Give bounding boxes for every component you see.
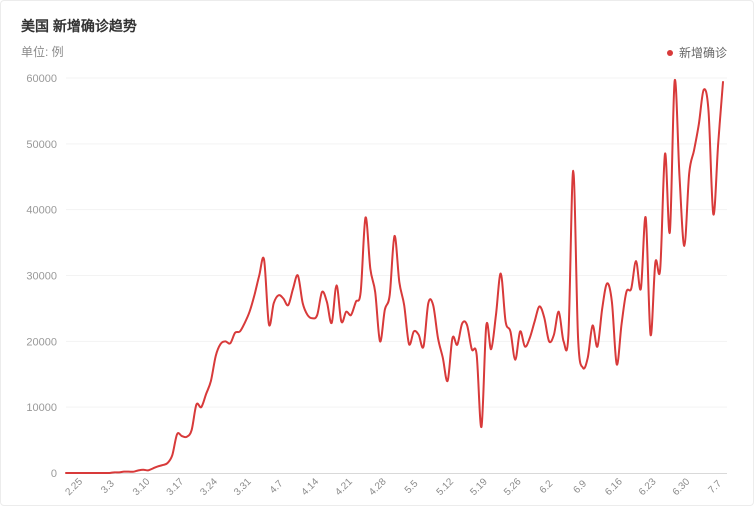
- x-tick-label: 6.23: [637, 476, 659, 498]
- y-tick-label: 30000: [26, 271, 57, 283]
- x-tick-label: 3.3: [99, 478, 117, 496]
- x-tick-label: 2.25: [63, 476, 85, 498]
- x-tick-label: 6.30: [671, 476, 693, 498]
- y-tick-label: 10000: [26, 402, 57, 414]
- legend[interactable]: 新增确诊: [666, 44, 727, 61]
- x-tick-label: 5.5: [403, 478, 421, 496]
- x-tick-label: 4.28: [367, 476, 389, 498]
- y-tick-label: 50000: [26, 139, 57, 151]
- x-tick-label: 3.31: [232, 476, 254, 498]
- x-tick-label: 4.21: [333, 476, 355, 498]
- x-tick-label: 6.2: [538, 478, 556, 496]
- series-line-新增确诊[interactable]: [65, 79, 724, 475]
- chart-title: 美国 新增确诊趋势: [21, 18, 137, 34]
- x-tick-label: 5.26: [502, 476, 524, 498]
- legend-marker-icon: [666, 49, 673, 56]
- x-tick-label: 3.17: [165, 476, 187, 498]
- x-tick-label: 3.10: [131, 476, 153, 498]
- x-tick-label: 6.16: [603, 476, 625, 498]
- y-tick-label: 60000: [26, 73, 57, 85]
- x-tick-label: 7.7: [706, 478, 724, 496]
- x-tick-label: 4.7: [268, 478, 286, 496]
- legend-label: 新增确诊: [678, 46, 727, 60]
- x-tick-label: 4.14: [300, 476, 322, 498]
- unit-label: 单位: 例: [21, 45, 64, 59]
- x-tick-label: 3.24: [198, 476, 220, 498]
- x-tick-label: 5.19: [468, 476, 490, 498]
- x-tick-label: 5.12: [435, 476, 457, 498]
- y-tick-label: 0: [51, 468, 57, 480]
- y-tick-label: 40000: [26, 205, 57, 217]
- x-tick-label: 6.9: [571, 478, 589, 496]
- y-tick-label: 20000: [26, 336, 57, 348]
